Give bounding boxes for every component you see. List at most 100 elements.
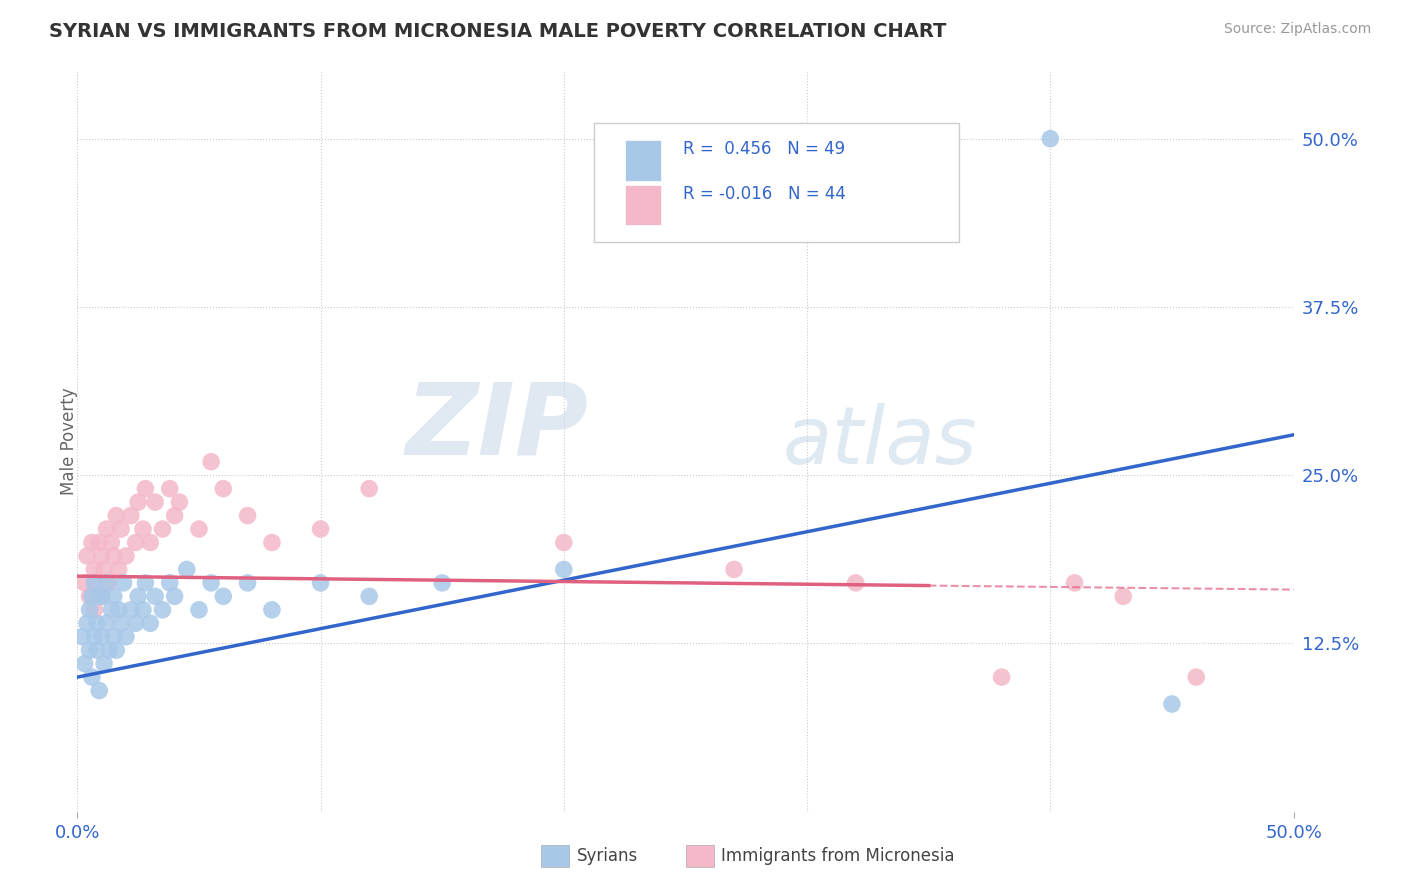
Point — [86, 616, 108, 631]
FancyBboxPatch shape — [624, 185, 661, 226]
Point — [359, 590, 381, 604]
Point — [139, 616, 162, 631]
Point — [132, 603, 155, 617]
Point — [236, 508, 259, 523]
Point — [120, 508, 142, 523]
Point — [76, 549, 98, 563]
Point — [79, 603, 101, 617]
FancyBboxPatch shape — [595, 123, 959, 242]
Point — [212, 590, 235, 604]
Point — [553, 535, 575, 549]
Point — [1161, 697, 1184, 711]
Point — [86, 575, 108, 590]
Point — [80, 590, 103, 604]
Point — [107, 603, 129, 617]
Point — [845, 575, 868, 590]
Point — [76, 616, 98, 631]
Point — [83, 575, 105, 590]
Point — [125, 535, 148, 549]
Text: Immigrants from Micronesia: Immigrants from Micronesia — [721, 847, 955, 865]
Text: R = -0.016   N = 44: R = -0.016 N = 44 — [683, 185, 846, 202]
Point — [90, 549, 112, 563]
Point — [990, 670, 1012, 684]
Point — [79, 590, 101, 604]
Point — [359, 482, 381, 496]
Point — [73, 575, 96, 590]
Point — [100, 535, 122, 549]
Point — [132, 522, 155, 536]
Point — [96, 616, 118, 631]
Point — [188, 522, 211, 536]
Point — [176, 562, 198, 576]
Point — [105, 643, 128, 657]
Point — [723, 562, 745, 576]
Point — [105, 508, 128, 523]
Point — [83, 603, 105, 617]
Text: SYRIAN VS IMMIGRANTS FROM MICRONESIA MALE POVERTY CORRELATION CHART: SYRIAN VS IMMIGRANTS FROM MICRONESIA MAL… — [49, 22, 946, 41]
Point — [86, 643, 108, 657]
Point — [90, 630, 112, 644]
Point — [89, 683, 111, 698]
Point — [79, 643, 101, 657]
Point — [553, 562, 575, 576]
Point — [125, 616, 148, 631]
Point — [163, 508, 186, 523]
Point — [115, 630, 138, 644]
Point — [107, 562, 129, 576]
Point — [97, 643, 120, 657]
Point — [152, 522, 174, 536]
Text: ZIP: ZIP — [405, 378, 588, 475]
Point — [200, 455, 222, 469]
Point — [115, 549, 138, 563]
Point — [80, 535, 103, 549]
Point — [212, 482, 235, 496]
Point — [90, 590, 112, 604]
Point — [169, 495, 191, 509]
Point — [80, 670, 103, 684]
Point — [236, 575, 259, 590]
Point — [93, 657, 115, 671]
Point — [139, 535, 162, 549]
Point — [1185, 670, 1208, 684]
Point — [83, 630, 105, 644]
Point — [134, 575, 156, 590]
Point — [96, 522, 118, 536]
Point — [152, 603, 174, 617]
Point — [83, 562, 105, 576]
Text: R =  0.456   N = 49: R = 0.456 N = 49 — [683, 140, 845, 158]
Point — [96, 575, 118, 590]
Point — [200, 575, 222, 590]
Point — [134, 482, 156, 496]
Point — [309, 575, 332, 590]
Point — [73, 657, 96, 671]
Point — [110, 616, 132, 631]
Point — [97, 575, 120, 590]
Point — [70, 630, 93, 644]
Point — [260, 535, 283, 549]
Point — [120, 603, 142, 617]
Point — [93, 562, 115, 576]
Text: Source: ZipAtlas.com: Source: ZipAtlas.com — [1223, 22, 1371, 37]
Point — [1112, 590, 1135, 604]
Point — [309, 522, 332, 536]
Point — [1039, 131, 1062, 145]
Point — [1063, 575, 1085, 590]
Point — [100, 603, 122, 617]
Point — [89, 535, 111, 549]
Point — [143, 590, 166, 604]
Y-axis label: Male Poverty: Male Poverty — [60, 388, 77, 495]
Point — [159, 482, 181, 496]
FancyBboxPatch shape — [624, 140, 661, 181]
Point — [110, 522, 132, 536]
Point — [103, 630, 125, 644]
Point — [89, 590, 111, 604]
Point — [159, 575, 181, 590]
Point — [163, 590, 186, 604]
Point — [90, 590, 112, 604]
Point — [112, 575, 135, 590]
Point — [430, 575, 453, 590]
Point — [143, 495, 166, 509]
Point — [103, 549, 125, 563]
Text: Syrians: Syrians — [576, 847, 638, 865]
Point — [127, 495, 149, 509]
